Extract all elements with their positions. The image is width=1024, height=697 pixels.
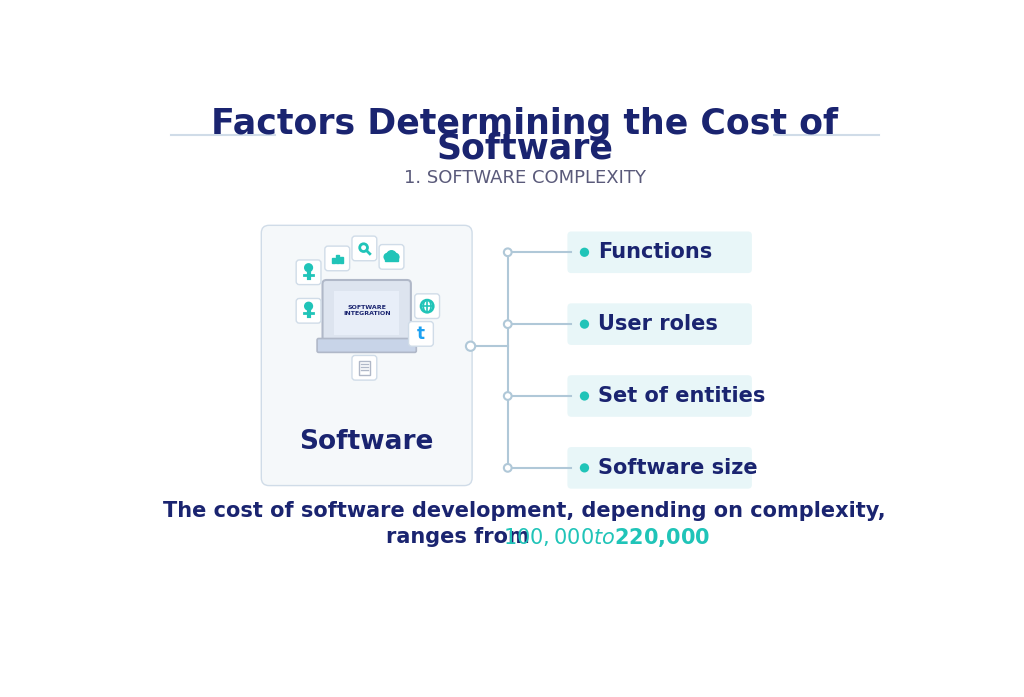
Text: t: t (417, 325, 425, 343)
Circle shape (305, 264, 312, 272)
FancyBboxPatch shape (567, 447, 752, 489)
FancyBboxPatch shape (352, 355, 377, 380)
FancyBboxPatch shape (359, 361, 370, 375)
Circle shape (580, 319, 589, 329)
FancyBboxPatch shape (325, 246, 349, 270)
Text: User roles: User roles (598, 314, 718, 334)
FancyBboxPatch shape (567, 375, 752, 417)
Text: SOFTWARE
INTEGRATION: SOFTWARE INTEGRATION (343, 305, 390, 316)
FancyBboxPatch shape (567, 303, 752, 345)
FancyBboxPatch shape (379, 245, 403, 269)
Circle shape (384, 254, 391, 261)
FancyBboxPatch shape (261, 225, 472, 486)
Circle shape (387, 251, 396, 260)
FancyBboxPatch shape (323, 280, 411, 346)
FancyBboxPatch shape (296, 260, 321, 284)
Circle shape (466, 342, 475, 351)
Text: $100,000 to $220,000: $100,000 to $220,000 (503, 526, 711, 549)
Text: Factors Determining the Cost of: Factors Determining the Cost of (211, 107, 839, 141)
Bar (336, 255, 339, 263)
FancyBboxPatch shape (567, 231, 752, 273)
FancyBboxPatch shape (334, 291, 399, 335)
FancyBboxPatch shape (352, 236, 377, 261)
Circle shape (504, 248, 512, 256)
Text: Functions: Functions (598, 243, 712, 262)
Bar (340, 257, 343, 263)
Text: Software: Software (436, 131, 613, 165)
Circle shape (580, 464, 589, 473)
Circle shape (504, 464, 512, 472)
Text: Set of entities: Set of entities (598, 386, 765, 406)
Circle shape (504, 321, 512, 328)
Text: 1. SOFTWARE COMPLEXITY: 1. SOFTWARE COMPLEXITY (403, 169, 646, 187)
Text: ranges from: ranges from (386, 527, 537, 547)
Circle shape (580, 247, 589, 257)
Bar (385, 256, 398, 261)
Circle shape (504, 392, 512, 400)
FancyBboxPatch shape (296, 298, 321, 323)
Text: Software: Software (299, 429, 434, 455)
FancyBboxPatch shape (317, 339, 417, 353)
Bar (332, 259, 335, 263)
Text: The cost of software development, depending on complexity,: The cost of software development, depend… (164, 501, 886, 521)
FancyBboxPatch shape (415, 294, 439, 319)
Circle shape (305, 302, 312, 310)
Circle shape (392, 254, 399, 261)
Circle shape (580, 392, 589, 401)
FancyBboxPatch shape (409, 321, 433, 346)
Text: Software size: Software size (598, 458, 758, 478)
